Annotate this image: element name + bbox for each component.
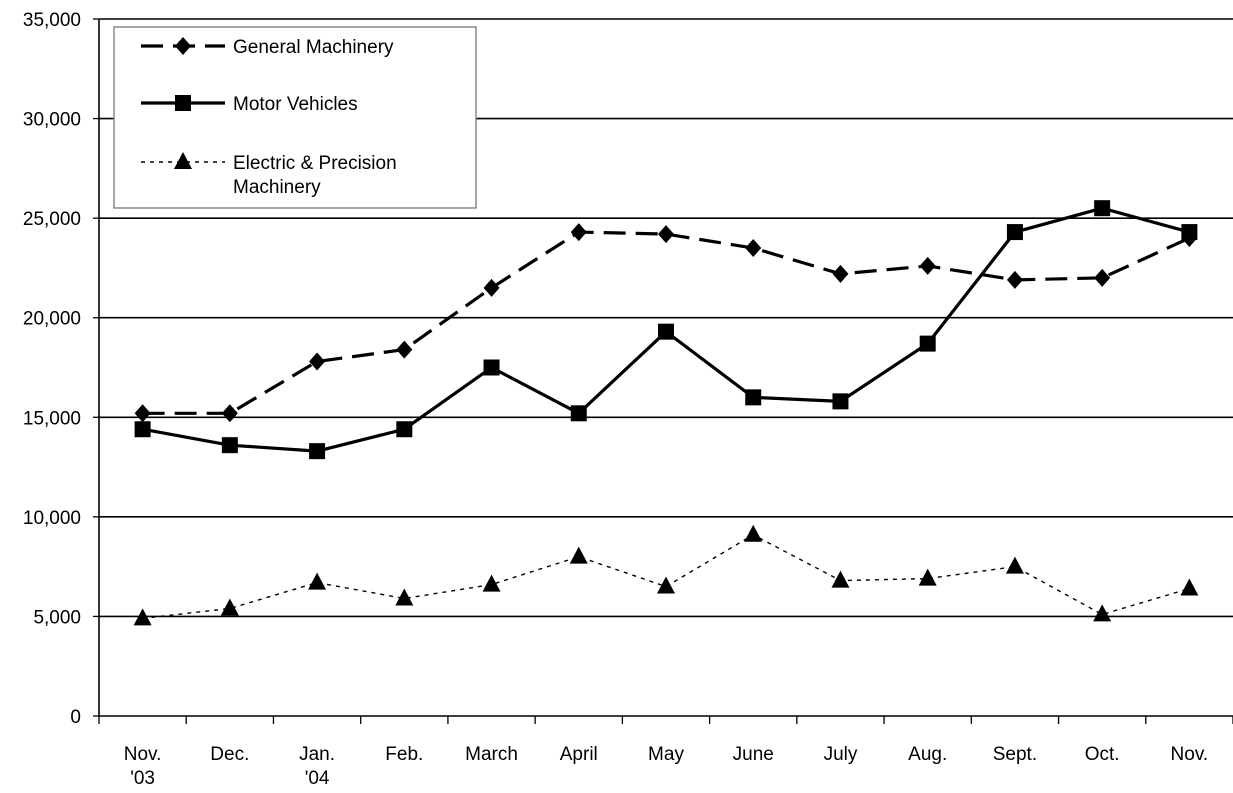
data-point bbox=[221, 437, 238, 454]
series-motor-vehicles bbox=[134, 200, 1198, 460]
data-point bbox=[832, 393, 849, 410]
data-point bbox=[1005, 556, 1024, 574]
x-tick-label: Sept. bbox=[993, 744, 1037, 765]
data-point bbox=[658, 323, 674, 340]
data-point bbox=[483, 278, 500, 297]
data-point bbox=[745, 239, 762, 258]
x-tick-label: Nov. bbox=[1171, 744, 1209, 765]
data-point bbox=[1094, 200, 1111, 217]
x-tick-label: April bbox=[560, 744, 598, 765]
data-point bbox=[482, 574, 501, 592]
legend-marker bbox=[175, 37, 191, 55]
y-tick-label: 20,000 bbox=[23, 309, 81, 330]
data-point bbox=[744, 524, 763, 542]
legend: General Machinery Motor Vehicles Electric … bbox=[113, 26, 477, 209]
data-point bbox=[1180, 578, 1199, 596]
x-tick-label: Jan. '04 bbox=[299, 744, 335, 788]
x-tick-label: Oct. bbox=[1085, 744, 1120, 765]
data-point bbox=[1006, 224, 1023, 241]
axes: 0 5,000 10,000 15,000 20,000 25,000 30,000 35,0… bbox=[23, 10, 1233, 789]
data-point bbox=[395, 588, 414, 606]
legend-label: General Machinery bbox=[233, 37, 394, 58]
x-tick-label: July bbox=[824, 744, 858, 765]
data-point bbox=[396, 421, 413, 438]
y-tick-label: 15,000 bbox=[23, 408, 81, 429]
x-tick-label: Dec. bbox=[210, 744, 249, 765]
data-point bbox=[133, 608, 152, 626]
legend-label: Motor Vehicles bbox=[233, 94, 358, 115]
series-general-machinery bbox=[134, 223, 1198, 423]
data-point bbox=[1181, 224, 1198, 241]
data-point bbox=[1094, 268, 1111, 287]
legend-label: Electric & Precision Machinery bbox=[233, 153, 397, 198]
legend-box bbox=[113, 26, 477, 209]
series-line bbox=[142, 230, 1191, 415]
y-tick-label: 10,000 bbox=[23, 508, 81, 529]
data-point bbox=[569, 546, 588, 564]
x-tick-label: June bbox=[733, 744, 774, 765]
y-tick-label: 0 bbox=[70, 707, 81, 728]
data-point bbox=[657, 576, 675, 594]
data-point bbox=[221, 404, 238, 423]
data-point bbox=[919, 256, 936, 275]
data-point bbox=[745, 389, 762, 406]
data-point bbox=[918, 568, 937, 586]
legend-marker bbox=[175, 95, 191, 111]
y-tick-label: 30,000 bbox=[23, 110, 81, 131]
series-electric-precision-machinery bbox=[133, 524, 1199, 626]
y-tick-label: 5,000 bbox=[33, 607, 81, 628]
data-point bbox=[220, 598, 239, 616]
data-point bbox=[1093, 604, 1112, 622]
data-point bbox=[309, 352, 326, 371]
series-group bbox=[133, 200, 1199, 626]
data-point bbox=[134, 421, 151, 438]
data-point bbox=[483, 359, 500, 376]
data-point bbox=[134, 404, 151, 423]
x-tick-label: Feb. bbox=[385, 744, 423, 765]
data-point bbox=[832, 264, 849, 283]
x-tick-label: Nov. '03 bbox=[124, 744, 162, 788]
data-point bbox=[658, 225, 674, 244]
data-point bbox=[308, 572, 327, 590]
x-tick-label: March bbox=[465, 744, 518, 765]
data-point bbox=[570, 223, 587, 242]
y-tick-label: 25,000 bbox=[23, 209, 81, 230]
x-tick-label: May bbox=[648, 744, 684, 765]
data-point bbox=[309, 443, 326, 460]
data-point bbox=[831, 570, 850, 588]
legend-marker bbox=[174, 152, 192, 169]
data-point bbox=[1006, 270, 1023, 289]
data-point bbox=[919, 335, 936, 352]
data-point bbox=[396, 340, 413, 359]
data-point bbox=[570, 405, 587, 422]
y-tick-label: 35,000 bbox=[23, 10, 81, 31]
x-tick-label: Aug. bbox=[908, 744, 947, 765]
